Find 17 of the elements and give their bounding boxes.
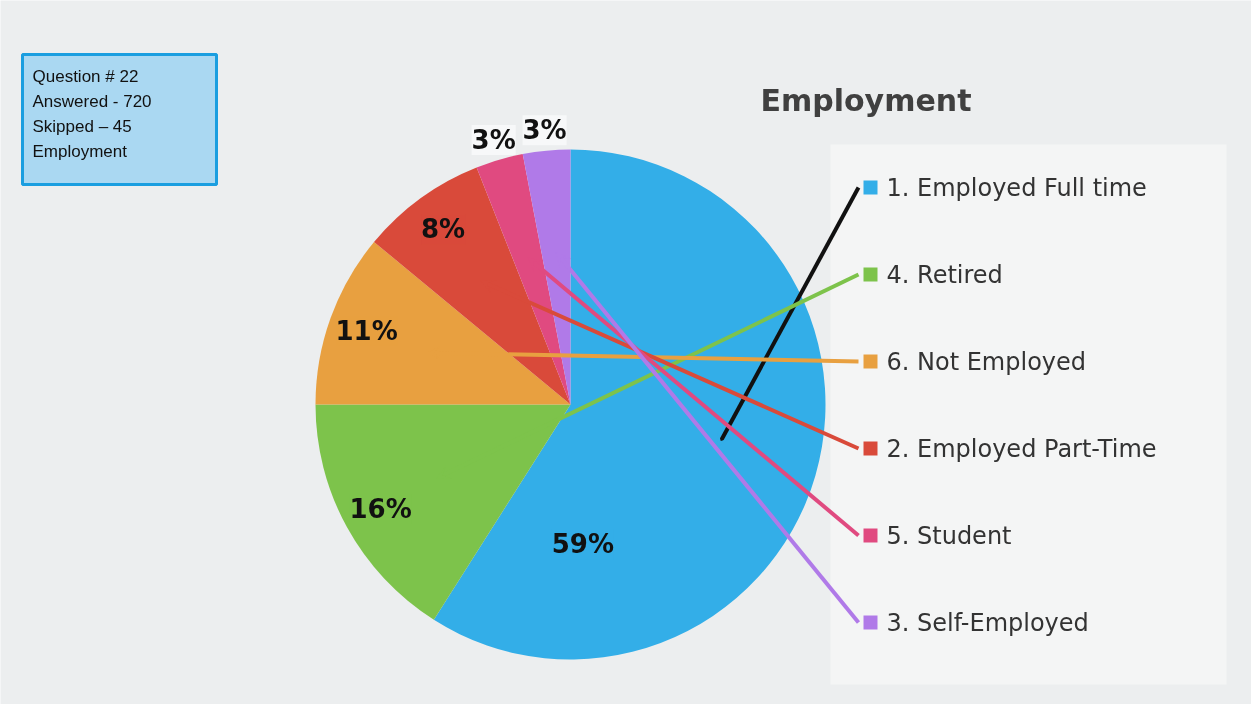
data-label: 3% bbox=[471, 125, 516, 156]
legend-label: 6. Not Employed bbox=[886, 347, 1087, 376]
text: Skipped – 45 bbox=[32, 116, 132, 136]
legend-label: 3. Self-Employed bbox=[886, 608, 1089, 637]
legend-label: 5. Student bbox=[886, 521, 1012, 550]
data-label: 8% bbox=[421, 214, 466, 245]
chart-title: Employment bbox=[760, 83, 972, 118]
text: Employment bbox=[32, 141, 128, 161]
legend-label: 2. Employed Part-Time bbox=[886, 434, 1157, 463]
text: Answered - 720 bbox=[32, 91, 152, 111]
legend-label: 4. Retired bbox=[886, 260, 1003, 289]
data-label: 11% bbox=[335, 316, 398, 347]
text: Question # 22 bbox=[32, 66, 139, 86]
data-label: 16% bbox=[349, 493, 412, 524]
legend-label: 1. Employed Full time bbox=[886, 173, 1147, 202]
data-label: 59% bbox=[551, 529, 614, 560]
data-label: 3% bbox=[522, 115, 567, 146]
